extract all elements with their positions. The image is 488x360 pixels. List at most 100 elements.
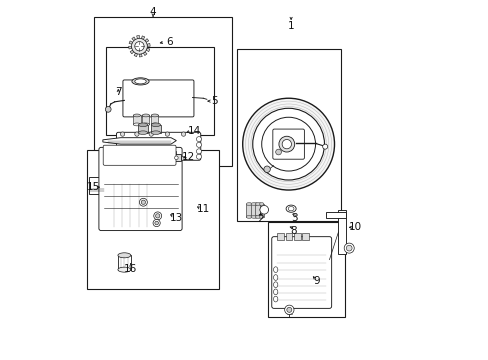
Polygon shape [134,53,137,57]
Ellipse shape [250,216,258,219]
Circle shape [264,166,270,172]
Ellipse shape [142,114,149,117]
Ellipse shape [285,205,296,212]
Polygon shape [129,41,132,44]
Ellipse shape [273,282,277,288]
Bar [142,116,149,125]
Ellipse shape [138,123,147,127]
Ellipse shape [135,79,146,84]
Ellipse shape [133,123,140,126]
Bar [294,233,300,240]
Polygon shape [146,48,149,51]
Text: 5: 5 [210,96,217,106]
Circle shape [149,156,153,161]
Bar [133,116,140,125]
Bar [246,204,251,217]
Ellipse shape [260,208,268,212]
Ellipse shape [246,203,251,206]
Text: 3: 3 [291,213,297,222]
Text: 6: 6 [165,37,172,47]
Circle shape [105,107,111,112]
Bar [106,47,214,135]
Bar [250,204,258,217]
Polygon shape [102,138,176,144]
Ellipse shape [151,123,160,127]
Circle shape [155,214,160,218]
Bar [325,212,346,219]
FancyBboxPatch shape [272,129,304,159]
Circle shape [135,132,139,136]
Text: 7: 7 [115,87,122,97]
Circle shape [135,156,139,161]
Circle shape [196,149,201,154]
Text: 9: 9 [312,276,319,286]
Bar [236,49,340,221]
Bar [277,233,283,240]
Ellipse shape [142,123,149,126]
Bar [151,125,160,133]
Bar [172,154,181,161]
FancyBboxPatch shape [116,132,201,160]
Text: 1: 1 [287,21,294,31]
Text: 8: 8 [290,226,297,236]
Circle shape [196,136,201,141]
Ellipse shape [151,123,158,126]
Circle shape [252,108,324,180]
Polygon shape [136,36,139,39]
Circle shape [196,154,201,159]
Text: 11: 11 [196,204,209,214]
Bar [118,255,131,270]
Circle shape [278,136,294,152]
Circle shape [275,149,281,155]
FancyBboxPatch shape [103,145,176,165]
Circle shape [131,39,147,54]
Ellipse shape [118,253,131,258]
Circle shape [181,132,185,136]
Text: 10: 10 [348,222,362,232]
Bar [138,125,147,133]
Circle shape [153,220,160,226]
Polygon shape [130,50,134,54]
Polygon shape [128,46,132,49]
FancyBboxPatch shape [99,147,182,230]
Bar [86,149,219,289]
Bar [89,177,104,194]
Ellipse shape [273,289,277,295]
Bar [94,17,231,166]
Circle shape [261,117,315,171]
Ellipse shape [273,296,277,302]
Circle shape [139,198,147,206]
Ellipse shape [246,216,251,219]
Bar [285,233,292,240]
Text: 2: 2 [257,215,264,224]
Circle shape [344,243,353,253]
Ellipse shape [255,203,261,206]
FancyBboxPatch shape [122,80,194,117]
Text: 13: 13 [169,213,183,222]
Circle shape [149,132,153,136]
Ellipse shape [132,78,149,85]
Ellipse shape [273,267,277,273]
Circle shape [260,206,268,214]
Polygon shape [145,39,148,42]
Bar [255,204,261,217]
Bar [151,116,158,125]
Ellipse shape [273,275,277,280]
Circle shape [346,245,351,251]
Text: 15: 15 [86,182,100,192]
Circle shape [322,144,327,149]
Polygon shape [147,44,150,46]
Circle shape [165,156,169,161]
Ellipse shape [287,207,293,211]
Polygon shape [141,36,144,39]
Bar [259,204,264,217]
Ellipse shape [118,267,131,272]
Ellipse shape [259,216,264,219]
Circle shape [141,200,145,204]
Circle shape [282,139,291,149]
Circle shape [120,156,124,161]
Circle shape [165,132,169,136]
Ellipse shape [255,216,261,219]
Circle shape [242,98,334,190]
Circle shape [135,41,144,51]
